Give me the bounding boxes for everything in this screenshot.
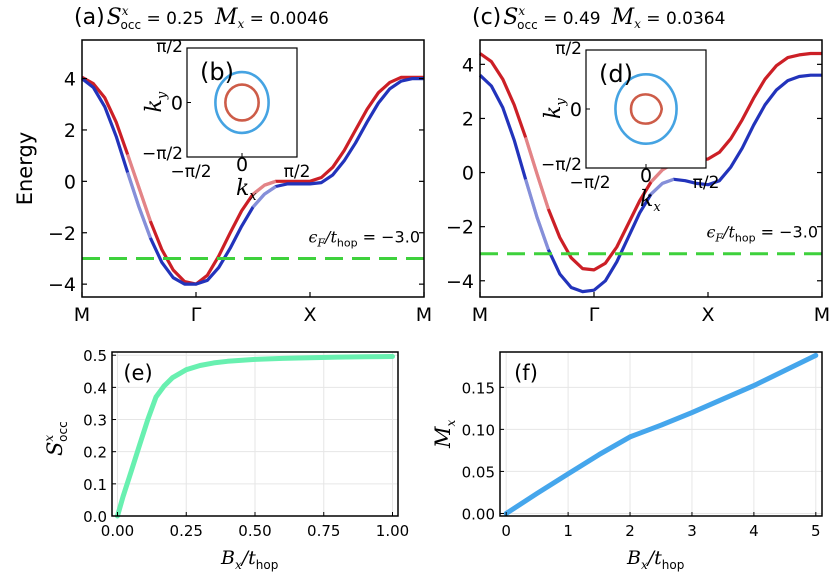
y-axis-label: Energy bbox=[13, 132, 37, 206]
x-tick-label: Γ bbox=[191, 304, 202, 326]
inset-x-tick-right: π/2 bbox=[693, 173, 720, 193]
fermi-contour-inner bbox=[224, 83, 260, 122]
x-tick-label: 4 bbox=[749, 522, 759, 540]
inset-y-tick-top: π/2 bbox=[156, 37, 183, 57]
x-tick-label: 1 bbox=[563, 522, 573, 540]
inset-x-axis-label: kx bbox=[640, 187, 661, 215]
panel-e-spin-occupation: 0.0 0.1 0.2 0.3 0.4 0.5 0.00 0.25 0.50 0.75 1.00 (e… bbox=[42, 347, 409, 572]
y-tick-label: 0.15 bbox=[462, 379, 495, 397]
y-tick-label: 0.5 bbox=[83, 347, 107, 365]
band-line-lower bbox=[478, 73, 822, 294]
inset-y-tick-bottom: −π/2 bbox=[142, 144, 183, 164]
plot-frame bbox=[479, 39, 823, 298]
x-tick-label: 2 bbox=[625, 522, 635, 540]
fermi-contour-outer bbox=[614, 73, 678, 145]
x-axis-label: Bx/thop bbox=[626, 547, 684, 572]
band-line-lower bbox=[81, 76, 424, 286]
inset-frame bbox=[585, 49, 707, 169]
inset-x-tick-zero: 0 bbox=[236, 154, 248, 176]
panel-f-magnetization: 0.00 0.05 0.10 0.15 0 1 2 3 4 5 (f) Bx/thop Mx bbox=[431, 351, 823, 572]
band-faded-segment bbox=[251, 185, 277, 209]
x-axis-label: Bx/thop bbox=[220, 547, 278, 572]
y-tick-label: −4 bbox=[48, 274, 76, 296]
x-tick-label: X bbox=[303, 304, 316, 326]
fermi-level-label: ϵF/thop = −3.0 bbox=[308, 227, 420, 249]
inset-y-tick-top: π/2 bbox=[555, 39, 582, 59]
y-tick-label: −2 bbox=[446, 217, 474, 239]
inset-y-tick-zero: 0 bbox=[171, 93, 183, 115]
y-tick-label: 2 bbox=[462, 108, 474, 130]
inset-y-tick-bottom: −π/2 bbox=[541, 155, 582, 175]
y-tick-label: 0 bbox=[462, 163, 474, 185]
inset-y-axis-label: ky bbox=[541, 98, 569, 119]
band-faded-segment bbox=[252, 179, 277, 196]
y-tick-label: −2 bbox=[48, 223, 76, 245]
y-tick-label: 0.2 bbox=[83, 444, 107, 462]
panel-c-band-structure: ϵF/thop = −3.0 4 2 0 −2 −4 M Γ X M (c)Sx occ = 0.49… bbox=[446, 4, 830, 326]
y-tick-label: 0 bbox=[64, 171, 76, 193]
band-line-upper bbox=[81, 75, 424, 286]
band-faded-segment bbox=[649, 177, 675, 196]
x-tick-label: M bbox=[74, 304, 90, 326]
y-tick-label: 0.00 bbox=[462, 505, 495, 523]
y-tick-label: 0.1 bbox=[83, 476, 107, 494]
band-faded-segment bbox=[126, 153, 152, 222]
x-tick-label: 5 bbox=[811, 522, 821, 540]
y-tick-label: 0.05 bbox=[462, 463, 495, 481]
series-line bbox=[503, 352, 819, 516]
y-tick-label: 0.0 bbox=[83, 508, 107, 526]
x-tick-label: Γ bbox=[589, 304, 600, 326]
fermi-contour-inner bbox=[629, 93, 664, 125]
x-tick-label: 0.25 bbox=[170, 522, 203, 540]
band-faded-segment bbox=[524, 178, 550, 251]
inset-x-tick-left: −π/2 bbox=[569, 173, 610, 193]
y-tick-label: 0.3 bbox=[83, 412, 107, 430]
x-tick-label: M bbox=[472, 304, 488, 326]
x-tick-label: 3 bbox=[687, 522, 697, 540]
inset-panel-label: (b) bbox=[200, 58, 234, 86]
y-axis-label: Sxocc bbox=[42, 421, 70, 456]
band-faded-segment bbox=[126, 171, 152, 239]
y-tick-label: 2 bbox=[64, 120, 76, 142]
x-tick-label: M bbox=[416, 304, 432, 326]
y-tick-label: 4 bbox=[64, 69, 76, 91]
inset-panel-label: (d) bbox=[599, 60, 633, 88]
y-tick-label: −4 bbox=[446, 271, 474, 293]
y-tick-label: 0.4 bbox=[83, 379, 107, 397]
panel-a-band-structure: ϵF/thop = −3.0 4 2 0 −2 −4 M Γ X M (a)Sx occ = 0.25… bbox=[13, 4, 432, 326]
x-tick-label: 0.50 bbox=[238, 522, 271, 540]
panel-label: (e) bbox=[123, 361, 152, 385]
panel-title: (c)Sx occ = 0.49 Mx = 0.0364 bbox=[472, 4, 725, 32]
inset-x-axis-label: kx bbox=[236, 176, 257, 204]
fermi-level-label: ϵF/thop = −3.0 bbox=[706, 223, 818, 245]
plot-frame bbox=[81, 39, 425, 298]
x-tick-label: 0.75 bbox=[307, 522, 340, 540]
y-tick-label: 4 bbox=[462, 54, 474, 76]
panel-label: (f) bbox=[514, 361, 538, 385]
x-tick-label: 0.00 bbox=[101, 522, 134, 540]
inset-y-tick-zero: 0 bbox=[570, 99, 582, 121]
inset-x-tick-left: −π/2 bbox=[170, 162, 211, 182]
inset-x-tick-zero: 0 bbox=[640, 165, 652, 187]
x-tick-label: X bbox=[701, 304, 714, 326]
y-axis-label: Mx bbox=[431, 419, 458, 449]
band-line-upper bbox=[479, 51, 822, 272]
plot-frame bbox=[499, 351, 823, 517]
inset-y-axis-label: ky bbox=[142, 91, 170, 112]
panel-title: (a)Sx occ = 0.25 Mx = 0.0046 bbox=[74, 4, 329, 32]
x-tick-label: 0 bbox=[501, 522, 511, 540]
band-faded-segment bbox=[524, 136, 550, 210]
x-tick-label: 1.00 bbox=[376, 522, 409, 540]
x-tick-label: M bbox=[814, 304, 830, 326]
fermi-contour-outer bbox=[214, 70, 270, 135]
inset-x-tick-right: π/2 bbox=[284, 162, 311, 182]
y-tick-label: 0.10 bbox=[462, 421, 495, 439]
series-line bbox=[115, 354, 395, 519]
